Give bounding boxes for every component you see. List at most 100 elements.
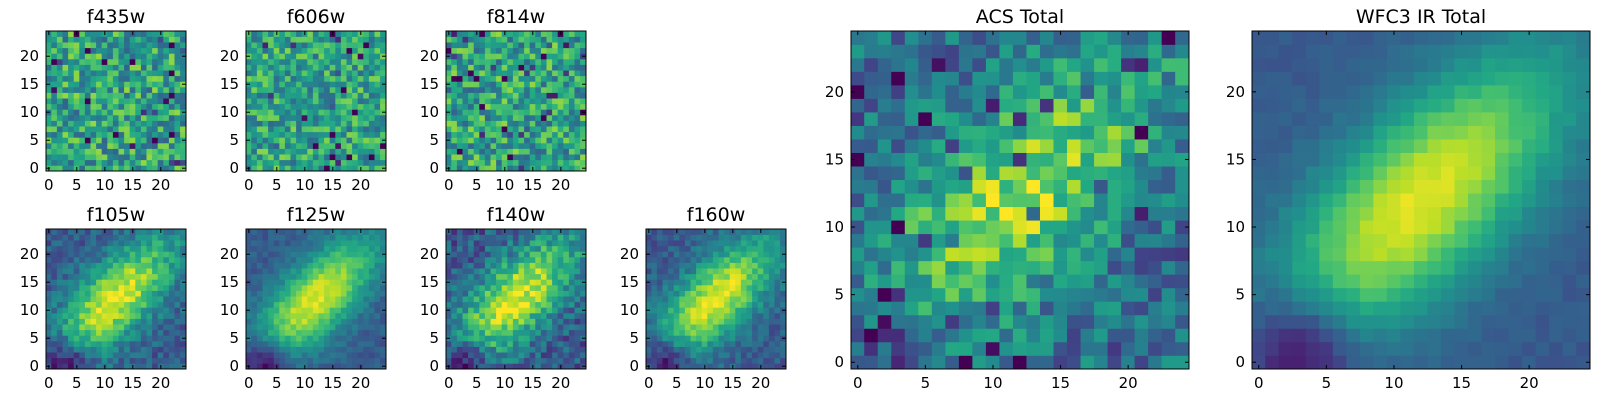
heatmap-cell [540, 312, 548, 319]
heatmap-cell [118, 295, 125, 303]
heatmap-cell [468, 329, 475, 336]
heatmap-cell [79, 239, 86, 247]
heatmap-cell [468, 103, 475, 110]
heatmap-cell [301, 340, 308, 347]
heatmap-cell [245, 267, 252, 275]
heatmap-cell [368, 329, 376, 336]
heatmap-cell [135, 340, 142, 347]
heatmap-cell [312, 363, 320, 370]
heatmap-cell [163, 307, 170, 314]
heatmap-cell [662, 245, 669, 252]
heatmap-cell [524, 357, 531, 364]
heatmap-cell [1161, 355, 1176, 370]
heatmap-cell [999, 247, 1014, 262]
heatmap-cell [73, 97, 80, 105]
heatmap-cell [90, 284, 97, 291]
heatmap-cell [479, 131, 486, 138]
heatmap-cell [1053, 165, 1068, 181]
heatmap-cell [152, 114, 159, 121]
heatmap-cell [864, 165, 879, 181]
heatmap-cell [535, 103, 542, 110]
heatmap-cell [456, 318, 464, 325]
heatmap-cell [496, 137, 503, 144]
heatmap-cell [1094, 206, 1109, 221]
heatmap-cell [490, 41, 497, 49]
heatmap-cell [972, 314, 987, 329]
heatmap-cell [96, 357, 103, 364]
heatmap-cell [701, 351, 708, 359]
heatmap-cell [529, 120, 536, 127]
heatmap-cell [352, 234, 359, 241]
heatmap-cell [701, 290, 708, 297]
heatmap-cell [1094, 219, 1109, 235]
heatmap-cell [735, 273, 742, 280]
heatmap-cell [1026, 260, 1041, 275]
heatmap-cell [645, 234, 652, 241]
heatmap-cell [473, 234, 480, 241]
heatmap-cell [51, 340, 58, 347]
heatmap-cell [296, 323, 303, 331]
heatmap-cell [279, 92, 286, 99]
heatmap-cell [473, 53, 480, 60]
heatmap-cell [68, 120, 75, 127]
heatmap-cell [557, 109, 564, 116]
heatmap-cell [273, 312, 280, 319]
heatmap-cell [746, 307, 753, 314]
heatmap-cell [363, 312, 370, 319]
heatmap-cell [580, 301, 587, 308]
heatmap-cell [701, 335, 708, 342]
heatmap-cell [180, 75, 187, 82]
heatmap-cell [490, 273, 497, 280]
heatmap-cell [163, 256, 170, 263]
heatmap-cell [574, 234, 581, 241]
heatmap-cell [56, 273, 64, 280]
heatmap-cell [904, 192, 919, 208]
heatmap-cell [56, 262, 64, 269]
heatmap-cell [174, 41, 181, 49]
heatmap-cell [307, 153, 314, 161]
heatmap-cell [563, 165, 570, 172]
heatmap-cell [312, 109, 320, 116]
heatmap-cell [340, 363, 348, 370]
heatmap-cell [357, 307, 364, 314]
heatmap-cell [484, 267, 492, 275]
heatmap-cell [318, 234, 325, 241]
heatmap-cell [668, 312, 675, 319]
heatmap-cell [568, 81, 576, 88]
heatmap-cell [180, 239, 187, 247]
heatmap-cell [168, 75, 176, 82]
heatmap-cell [180, 159, 187, 166]
heatmap-cell [135, 75, 142, 82]
heatmap-cell [140, 290, 148, 297]
heatmap-cell [312, 284, 320, 291]
heatmap-cell [484, 279, 492, 286]
heatmap-cell [307, 30, 314, 37]
heatmap-cell [451, 312, 458, 319]
heatmap-cell [740, 295, 748, 303]
heatmap-cell [51, 295, 58, 303]
heatmap-cell [368, 312, 376, 319]
heatmap-cell [850, 301, 865, 316]
heatmap-cell [129, 92, 136, 99]
y-tick-label: 15 [220, 75, 239, 93]
heatmap-cell [96, 159, 103, 166]
heatmap-cell [157, 279, 164, 286]
heatmap-cell [1148, 179, 1163, 194]
heatmap-cell [484, 165, 492, 172]
heatmap-cell [340, 239, 348, 247]
heatmap-cell [999, 301, 1014, 316]
heatmap-cell [363, 234, 370, 241]
heatmap-cell [451, 81, 458, 88]
heatmap-cell [157, 340, 164, 347]
heatmap-cell [273, 142, 280, 149]
heatmap-cell [490, 357, 497, 364]
heatmap-cell [357, 81, 364, 88]
heatmap-cell [268, 279, 275, 286]
heatmap-cell [68, 363, 75, 370]
heatmap-cell [456, 239, 464, 247]
heatmap-cell [112, 301, 120, 308]
heatmap-cell [96, 75, 103, 82]
heatmap-cell [96, 64, 103, 71]
heatmap-cell [262, 312, 269, 319]
heatmap-cell [985, 341, 1001, 356]
